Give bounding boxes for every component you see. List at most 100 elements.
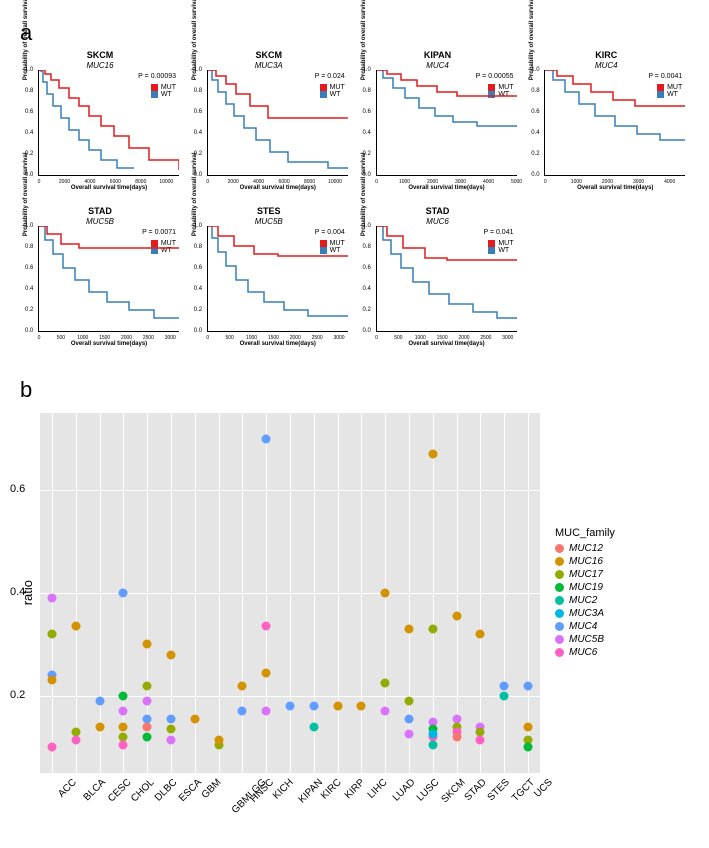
scatter-point — [119, 722, 128, 731]
km-title: KIPAN — [358, 51, 518, 61]
legend-dot — [555, 544, 564, 553]
km-xlabel: Overall survival time(days) — [577, 185, 653, 191]
scatter-point — [357, 702, 366, 711]
scatter-point — [428, 740, 437, 749]
legend-dot — [555, 583, 564, 592]
legend-label: MUC19 — [569, 582, 603, 593]
scatter-point — [166, 715, 175, 724]
panel-b-label: b — [20, 377, 689, 403]
legend-label: MUC4 — [569, 621, 597, 632]
scatter-point — [119, 740, 128, 749]
legend-dot — [555, 570, 564, 579]
scatter-point — [119, 707, 128, 716]
scatter-point — [405, 697, 414, 706]
legend-label: MUC17 — [569, 569, 603, 580]
legend-label: MUC16 — [569, 556, 603, 567]
scatter-xtick: STES — [486, 777, 507, 798]
km-plot-area: Probability of overall survival Overall … — [38, 226, 179, 332]
legend-item: MUC6 — [555, 647, 615, 658]
scatter-point — [428, 450, 437, 459]
scatter-point — [476, 735, 485, 744]
km-plot-area: Probability of overall survival Overall … — [207, 226, 348, 332]
scatter-point — [262, 668, 271, 677]
km-xlabel: Overall survival time(days) — [408, 341, 484, 347]
scatter-xtick: KIRP — [342, 777, 361, 796]
scatter-point — [524, 743, 533, 752]
scatter-point — [428, 625, 437, 634]
scatter-xtick: TGCT — [510, 777, 532, 799]
scatter-plot — [40, 413, 540, 773]
scatter-xtick: LUAD — [391, 777, 413, 799]
km-panel: SKCM MUC3A Probability of overall surviv… — [189, 51, 349, 201]
legend-label: MUC6 — [569, 647, 597, 658]
scatter-point — [166, 725, 175, 734]
km-title: STAD — [358, 207, 518, 217]
legend-item: MUC5B — [555, 634, 615, 645]
scatter-point — [143, 733, 152, 742]
km-subtitle: MUC3A — [189, 61, 349, 70]
km-title: STES — [189, 207, 349, 217]
scatter-point — [500, 681, 509, 690]
km-title: STAD — [20, 207, 180, 217]
scatter-point — [262, 707, 271, 716]
km-title: SKCM — [189, 51, 349, 61]
legend-dot — [555, 648, 564, 657]
scatter-legend: MUC_family MUC12MUC16MUC17MUC19MUC2MUC3A… — [555, 527, 615, 660]
scatter-point — [381, 589, 390, 598]
scatter-point — [119, 589, 128, 598]
legend-label: MUC12 — [569, 543, 603, 554]
scatter-point — [143, 697, 152, 706]
legend-dot — [555, 596, 564, 605]
legend-item: MUC2 — [555, 595, 615, 606]
scatter-xtick: LIHC — [366, 777, 385, 796]
scatter-point — [143, 640, 152, 649]
legend-item: MUC16 — [555, 556, 615, 567]
scatter-point — [262, 434, 271, 443]
scatter-ytick: 0.4 — [10, 586, 25, 598]
km-plot-area: Probability of overall survival Overall … — [376, 70, 517, 176]
km-plot-area: Probability of overall survival Overall … — [207, 70, 348, 176]
legend-item: MUC19 — [555, 582, 615, 593]
km-subtitle: MUC6 — [358, 217, 518, 226]
km-plot-area: Probability of overall survival Overall … — [376, 226, 517, 332]
km-grid: SKCM MUC16 Probability of overall surviv… — [20, 51, 689, 357]
km-panel: KIPAN MUC4 Probability of overall surviv… — [358, 51, 518, 201]
scatter-point — [524, 681, 533, 690]
scatter-point — [71, 735, 80, 744]
km-xlabel: Overall survival time(days) — [240, 185, 316, 191]
scatter-point — [405, 625, 414, 634]
legend-label: MUC2 — [569, 595, 597, 606]
km-subtitle: MUC4 — [358, 61, 518, 70]
scatter-point — [309, 702, 318, 711]
legend-item: MUC4 — [555, 621, 615, 632]
scatter-point — [405, 715, 414, 724]
scatter-point — [95, 697, 104, 706]
km-xlabel: Overall survival time(days) — [408, 185, 484, 191]
km-subtitle: MUC5B — [189, 217, 349, 226]
scatter-xtick: BLCA — [81, 777, 102, 798]
scatter-point — [47, 630, 56, 639]
scatter-point — [47, 743, 56, 752]
scatter-point — [166, 735, 175, 744]
scatter-point — [143, 681, 152, 690]
km-plot-area: Probability of overall survival Overall … — [544, 70, 685, 176]
scatter-point — [309, 722, 318, 731]
scatter-ytick: 0.6 — [10, 483, 25, 495]
legend-dot — [555, 609, 564, 618]
legend-item: MUC12 — [555, 543, 615, 554]
legend-dot — [555, 557, 564, 566]
scatter-point — [262, 622, 271, 631]
scatter-point — [452, 733, 461, 742]
km-plot-area: Probability of overall survival Overall … — [38, 70, 179, 176]
scatter-xtick: LUSC — [415, 777, 437, 799]
km-panel: STAD MUC5B Probability of overall surviv… — [20, 207, 180, 357]
legend-label: MUC3A — [569, 608, 604, 619]
scatter-xtick: KICH — [271, 777, 291, 797]
scatter-point — [428, 730, 437, 739]
km-panel: KIRC MUC4 Probability of overall surviva… — [526, 51, 686, 201]
legend-dot — [555, 622, 564, 631]
legend-dot — [555, 635, 564, 644]
scatter-ytick: 0.2 — [10, 689, 25, 701]
scatter-xtick: ESCA — [177, 777, 199, 799]
scatter-point — [286, 702, 295, 711]
